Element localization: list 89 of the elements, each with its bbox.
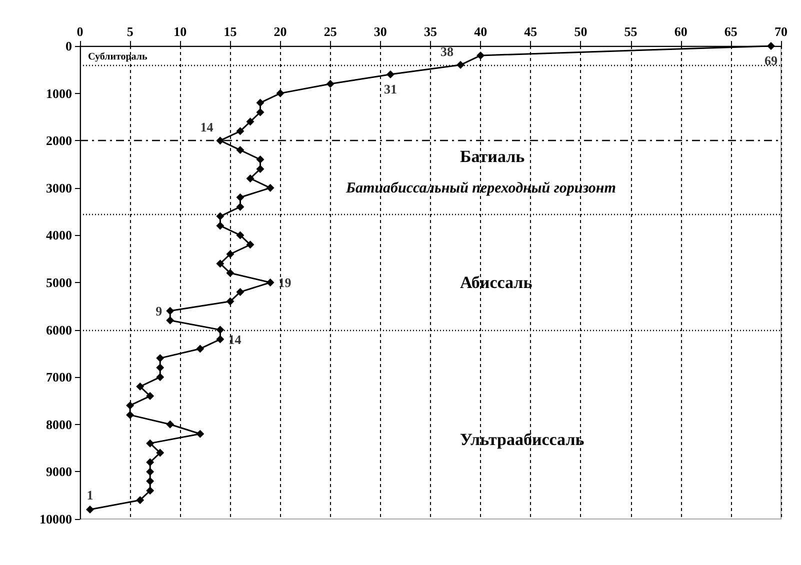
y-tick-label: 0 [66,38,72,54]
point [256,108,264,116]
x-tick-label: 40 [474,24,488,39]
point [276,89,284,98]
point [256,164,264,173]
annotation: Батиаль [460,147,525,166]
x-tick-label: 30 [374,24,387,39]
x-tick-label: 25 [324,24,338,39]
point [126,410,134,419]
y-tick-label: 1000 [46,86,72,101]
annotation: 9 [156,303,163,318]
point [216,260,224,268]
point [266,278,274,286]
point [86,506,94,514]
y-tick-label: 7000 [46,370,72,385]
annotation: 14 [200,120,214,135]
point [156,354,164,362]
y-tick-label: 9000 [46,464,72,480]
point [216,335,224,344]
point [146,392,154,400]
annotation: 69 [764,53,778,68]
point [226,269,234,278]
point [136,382,144,391]
point [146,477,154,486]
annotation: Батиабиссальный переходный горизонт [345,180,616,196]
point [156,373,164,382]
point [146,486,154,495]
x-tick-label: 65 [724,24,738,39]
point [166,306,174,315]
point [156,364,164,372]
point [766,42,775,50]
annotation: Сублитораль [88,52,148,62]
point [236,127,244,136]
y-tick-label: 4000 [46,228,72,243]
y-tick-label: 2000 [46,133,72,148]
point [146,468,154,476]
y-tick-label: 5000 [46,275,72,290]
point [246,174,254,182]
y-tick-label: 8000 [46,416,72,432]
x-tick-label: 15 [224,24,238,39]
point [236,288,244,296]
point [256,98,264,107]
point [126,401,134,410]
point [476,51,485,60]
point [386,70,394,78]
annotation: 14 [228,332,242,347]
point [136,496,144,504]
y-tick-label: 10000 [40,512,72,526]
point [196,344,204,353]
point [236,193,244,202]
x-tick-label: 20 [274,24,287,39]
point [456,60,465,69]
annotation: Ультраабиссаль [460,430,584,449]
annotation: 1 [86,488,94,503]
annotation: 19 [278,275,292,290]
x-tick-label: 70 [774,24,788,39]
annotation: 31 [384,81,397,96]
x-tick-label: 35 [424,24,438,39]
x-tick-label: 60 [674,24,688,39]
x-tick-label: 45 [524,24,538,39]
y-tick-label: 6000 [46,322,72,338]
point [216,136,224,145]
x-tick-label: 50 [574,24,588,39]
x-tick-label: 55 [624,24,638,39]
point [146,458,154,466]
point [226,297,234,306]
point [196,430,204,438]
point [266,184,274,192]
point [256,156,264,164]
point [236,231,244,240]
point [156,448,164,457]
y-tick-label: 3000 [46,180,72,196]
point [246,118,254,126]
point [236,146,244,154]
point [326,80,334,88]
point [216,222,224,230]
point [246,240,254,249]
annotation: 38 [440,44,454,59]
point [166,316,174,324]
annotation: Абиссаль [460,273,532,292]
x-tick-label: 10 [174,24,187,39]
point [166,420,174,428]
x-tick-label: 0 [76,24,84,39]
x-tick-label: 5 [126,24,134,39]
point [216,212,224,220]
point [226,250,234,258]
point [216,326,224,334]
point [236,202,244,211]
point [146,439,154,448]
